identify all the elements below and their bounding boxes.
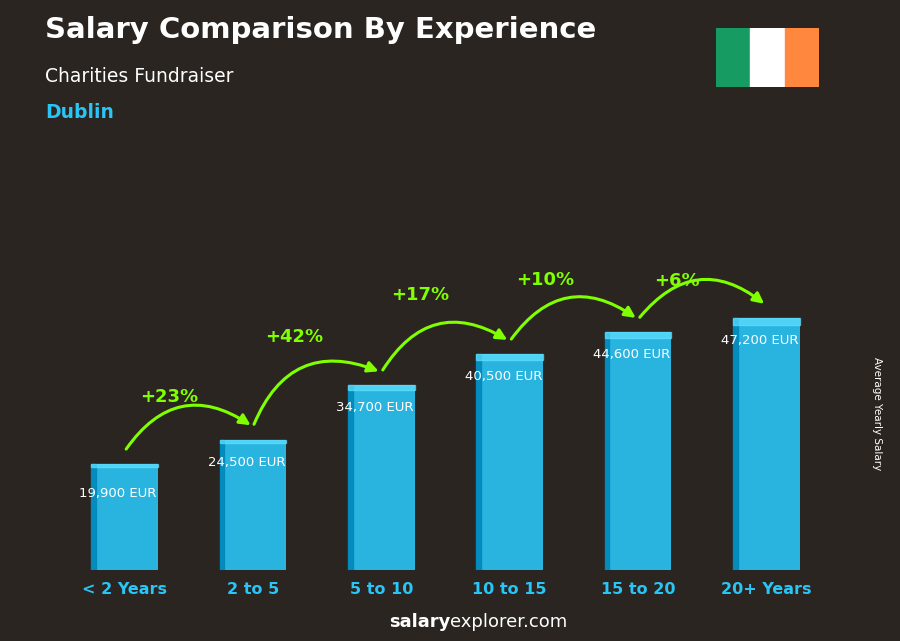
Bar bbox=[348, 385, 353, 570]
Text: Average Yearly Salary: Average Yearly Salary bbox=[872, 357, 883, 470]
Text: 40,500 EUR: 40,500 EUR bbox=[464, 370, 542, 383]
Bar bbox=[733, 319, 738, 570]
Bar bbox=[476, 354, 543, 570]
Text: +17%: +17% bbox=[391, 287, 449, 304]
Text: 47,200 EUR: 47,200 EUR bbox=[721, 335, 798, 347]
Text: 24,500 EUR: 24,500 EUR bbox=[208, 456, 285, 469]
Bar bbox=[220, 440, 286, 570]
Bar bbox=[91, 464, 158, 570]
Text: 19,900 EUR: 19,900 EUR bbox=[79, 487, 157, 499]
Text: Salary Comparison By Experience: Salary Comparison By Experience bbox=[45, 16, 596, 44]
Text: explorer.com: explorer.com bbox=[450, 613, 567, 631]
Text: salary: salary bbox=[389, 613, 450, 631]
Text: +42%: +42% bbox=[265, 328, 323, 346]
Text: 44,600 EUR: 44,600 EUR bbox=[593, 348, 670, 362]
Bar bbox=[605, 332, 671, 570]
Bar bbox=[750, 28, 785, 87]
Bar bbox=[91, 464, 158, 467]
Text: Charities Fundraiser: Charities Fundraiser bbox=[45, 67, 233, 87]
Bar bbox=[220, 440, 286, 443]
Bar bbox=[220, 440, 224, 570]
Bar bbox=[733, 319, 800, 324]
Bar bbox=[716, 28, 750, 87]
Bar bbox=[605, 332, 609, 570]
Bar bbox=[91, 464, 96, 570]
Text: +6%: +6% bbox=[653, 272, 699, 290]
Text: +10%: +10% bbox=[517, 271, 575, 290]
Bar bbox=[348, 385, 415, 570]
Bar bbox=[348, 385, 415, 390]
Bar bbox=[476, 354, 481, 570]
Text: +23%: +23% bbox=[140, 388, 199, 406]
Bar bbox=[605, 332, 671, 338]
Text: 34,700 EUR: 34,700 EUR bbox=[337, 401, 414, 414]
Bar bbox=[476, 354, 543, 360]
Bar bbox=[785, 28, 819, 87]
Bar bbox=[733, 319, 800, 570]
Text: Dublin: Dublin bbox=[45, 103, 114, 122]
